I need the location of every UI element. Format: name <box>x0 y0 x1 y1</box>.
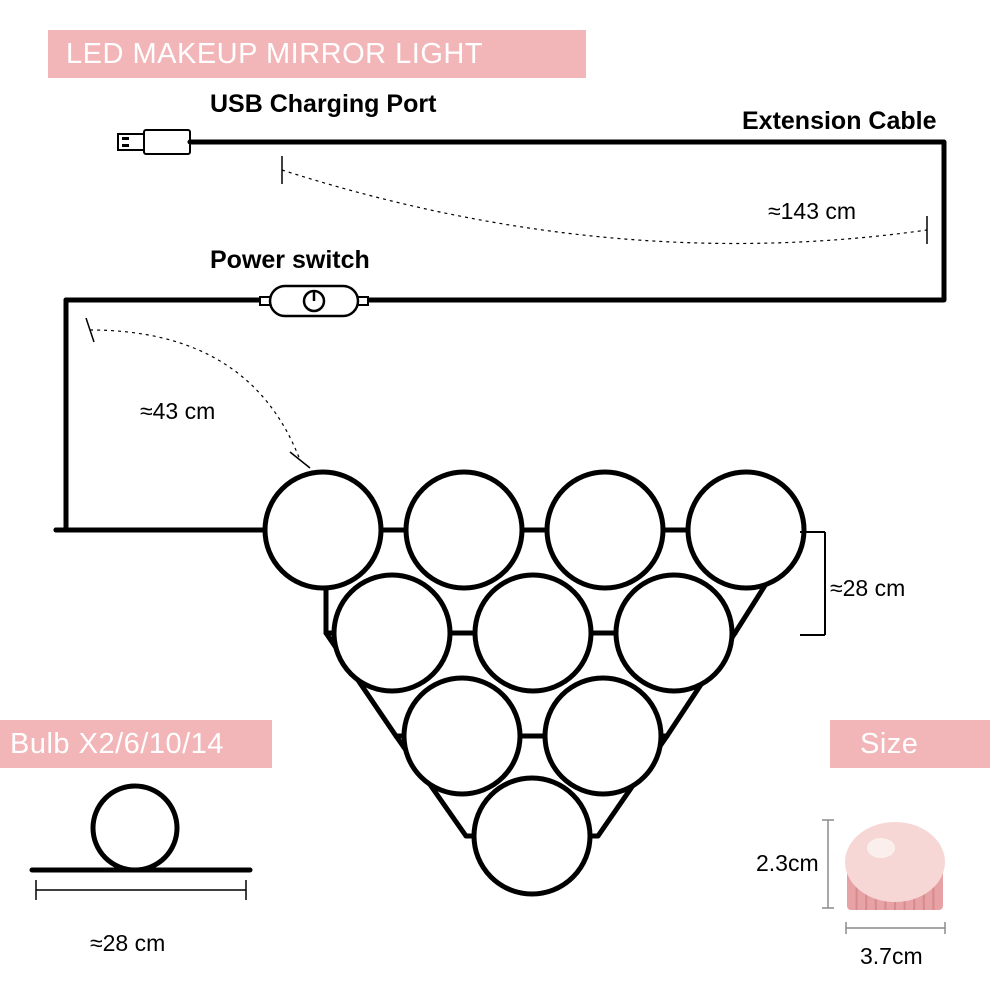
diagram-svg <box>0 0 1000 1000</box>
